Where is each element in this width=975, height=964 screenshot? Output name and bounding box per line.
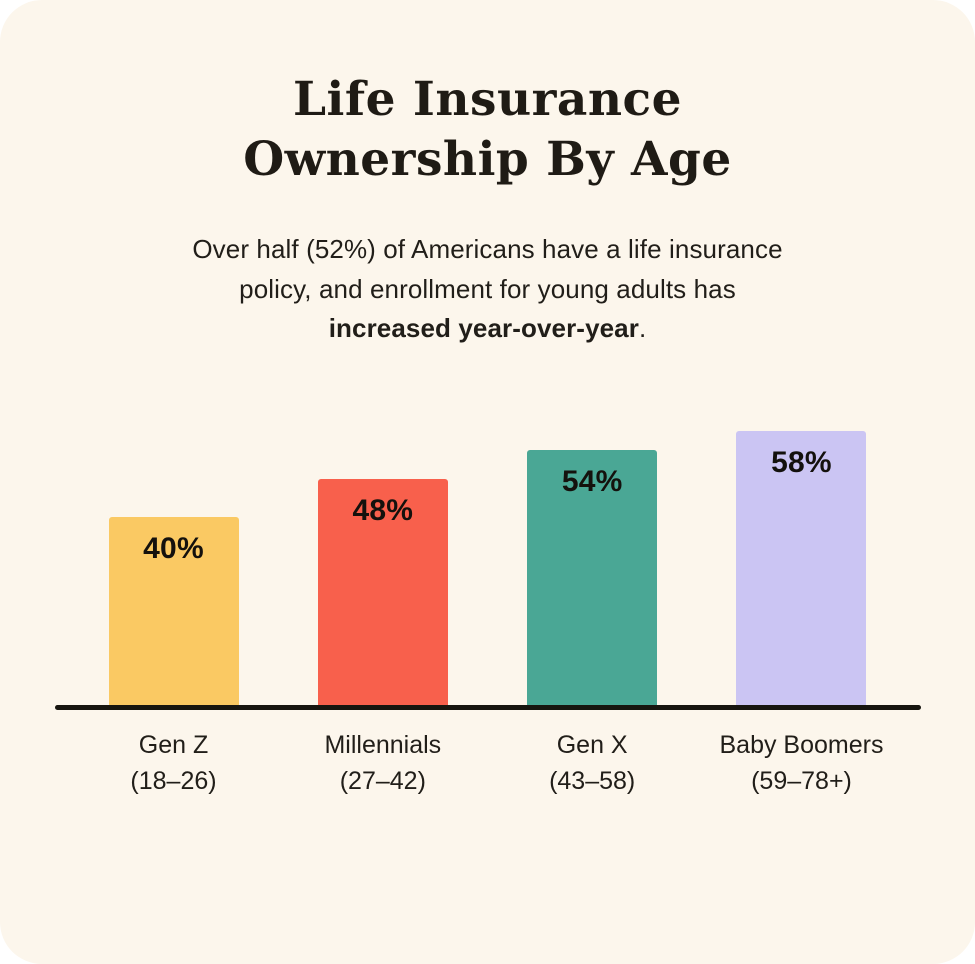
age-range-label: (59–78+) <box>751 766 852 795</box>
subtitle-line-3: increased year-over-year. <box>0 309 975 349</box>
chart-subtitle: Over half (52%) of Americans have a life… <box>0 230 975 349</box>
age-range-label: (27–42) <box>339 766 426 795</box>
subtitle-line-2: policy, and enrollment for young adults … <box>239 273 736 304</box>
bar-value-label-gen-x: 54% <box>561 464 623 498</box>
bar-value-label-baby-boomers: 58% <box>771 445 832 479</box>
bar-value-label-gen-z: 40% <box>143 531 204 565</box>
bars-row: 40% 48% 54% 58% <box>55 429 921 709</box>
bar-chart: 40% 48% 54% 58% Gen Z (18–26) Millennial… <box>54 429 921 799</box>
subtitle-bold-phrase: increased year-over-year <box>328 313 639 344</box>
category-label: Gen Z <box>138 730 209 759</box>
bar-value-label-millennials: 48% <box>352 493 414 527</box>
x-axis-label-gen-z: Gen Z (18–26) <box>109 727 239 799</box>
chart-title-line-2: Ownership By Age <box>243 132 732 188</box>
x-axis-label-baby-boomers: Baby Boomers (59–78+) <box>720 727 884 799</box>
bar-millennials: 48% <box>317 478 448 709</box>
x-axis-labels-row: Gen Z (18–26) Millennials (27–42) Gen X … <box>55 727 921 799</box>
x-axis-line <box>54 704 921 710</box>
bar-gen-z: 40% <box>108 516 239 709</box>
chart-title: Life Insurance Ownership By Age <box>0 70 975 190</box>
x-axis-label-gen-x: Gen X (43–58) <box>527 727 657 799</box>
subtitle-period: . <box>638 313 647 344</box>
age-range-label: (18–26) <box>130 766 217 795</box>
age-range-label: (43–58) <box>549 766 636 795</box>
subtitle-line-1: Over half (52%) of Americans have a life… <box>192 234 783 265</box>
chart-title-line-1: Life Insurance <box>292 72 683 127</box>
category-label: Baby Boomers <box>719 730 884 759</box>
category-label: Millennials <box>324 730 442 759</box>
category-label: Gen X <box>556 730 628 759</box>
bar-baby-boomers: 58% <box>736 430 867 709</box>
bar-gen-x: 54% <box>527 449 658 709</box>
x-axis-label-millennials: Millennials (27–42) <box>318 727 448 799</box>
